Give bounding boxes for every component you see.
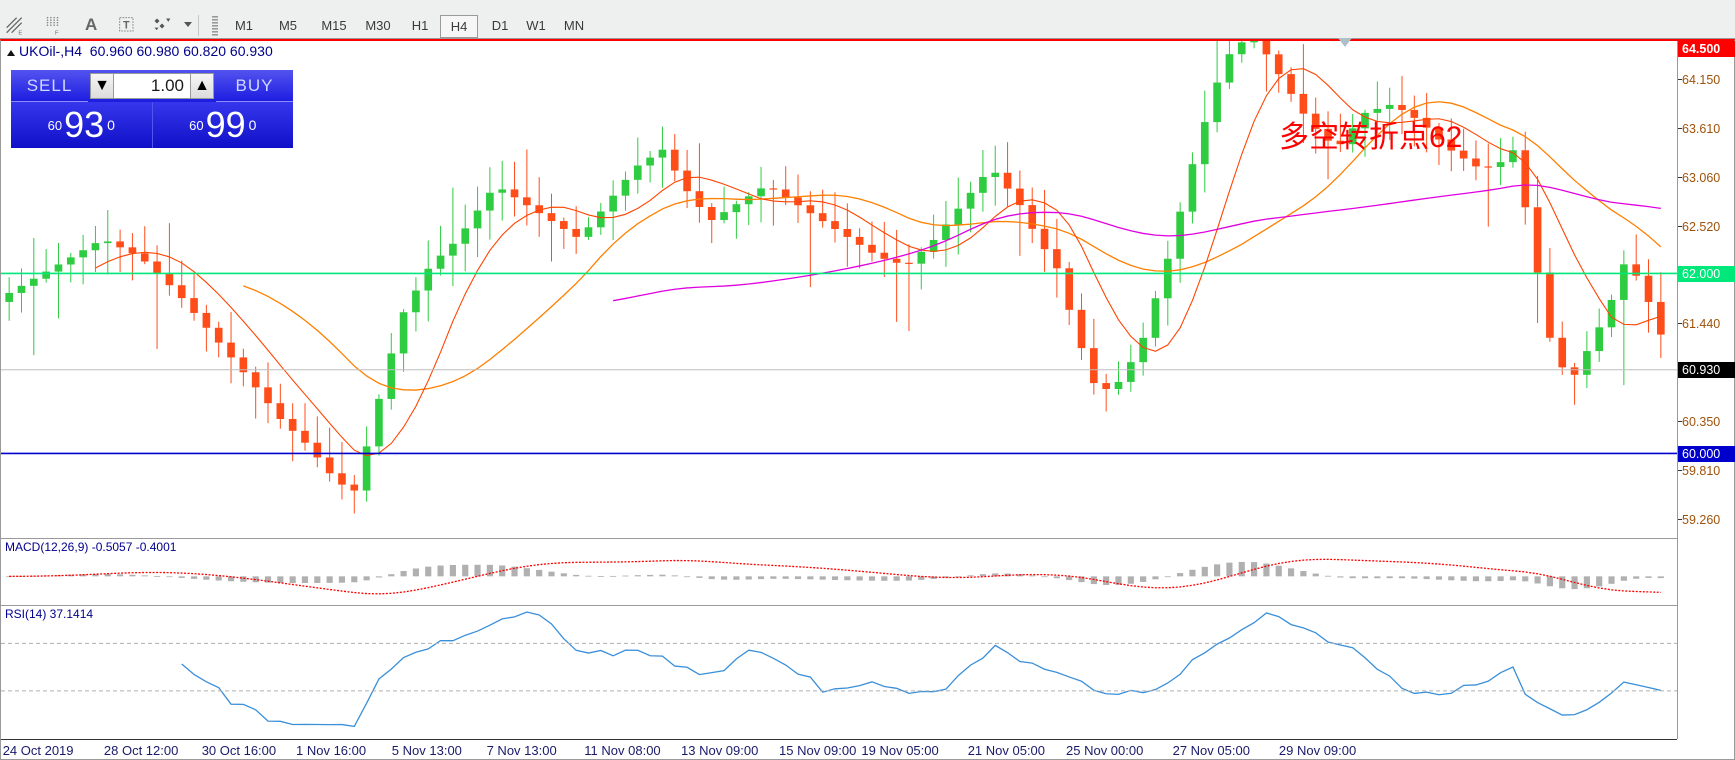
svg-text:RSI(14) 37.1414: RSI(14) 37.1414 [5,607,93,621]
svg-text:T: T [123,20,130,32]
svg-text:MACD(12,26,9) -0.5057 -0.4001: MACD(12,26,9) -0.5057 -0.4001 [5,540,177,554]
svg-text:E: E [18,30,22,36]
svg-text:多空转折点62: 多空转折点62 [1279,121,1462,154]
svg-text:F: F [55,30,59,36]
